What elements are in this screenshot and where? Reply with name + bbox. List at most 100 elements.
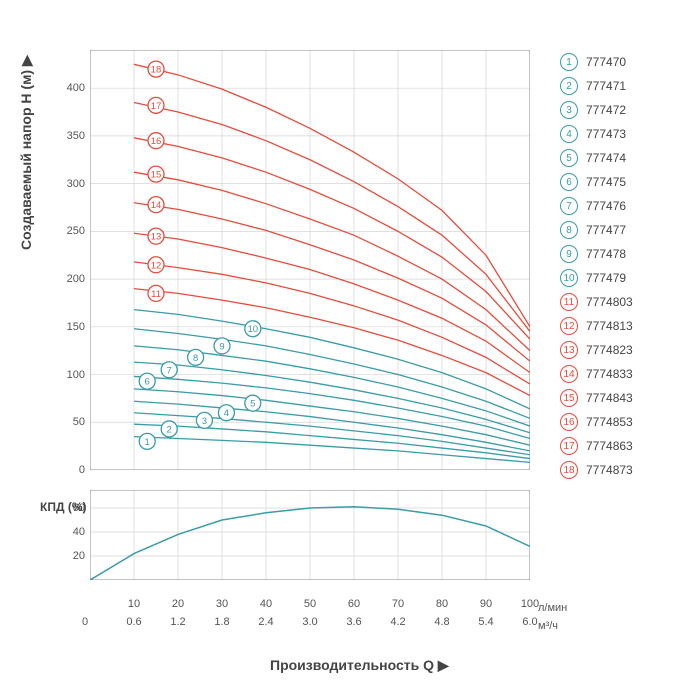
legend-badge-icon: 9 [560,245,578,263]
x-tick-bottom: 1.8 [210,616,234,628]
legend-label: 7774853 [586,415,633,429]
legend-badge-icon: 11 [560,293,578,311]
x-tick-bottom: 3.6 [342,616,366,628]
y-tick: 200 [60,273,85,285]
svg-text:15: 15 [151,170,162,181]
x-tick-bottom: 4.2 [386,616,410,628]
y-tick: 0 [60,464,85,476]
legend-badge-icon: 13 [560,341,578,359]
svg-text:8: 8 [193,353,198,364]
legend-label: 777471 [586,79,626,93]
legend: 1777470 2 777471 3 777472 4 777473 5 777474 6 7774… [560,50,690,482]
y-axis-label: Создаваемый напор Н (м) ▶ [18,55,35,250]
legend-badge-icon: 4 [560,125,578,143]
x-tick-top: 30 [212,598,232,610]
legend-label: 7774863 [586,439,633,453]
legend-label: 777470 [586,55,626,69]
svg-text:3: 3 [202,416,207,427]
legend-label: 777478 [586,247,626,261]
legend-badge-icon: 15 [560,389,578,407]
x-tick-top: 100 [520,598,540,610]
eff-y-tick: 60 [60,502,85,514]
svg-text:6: 6 [145,377,150,388]
legend-badge-icon: 18 [560,461,578,479]
legend-item: 11 7774803 [560,290,690,314]
svg-text:2: 2 [167,424,172,435]
legend-badge-icon: 17 [560,437,578,455]
x-tick-top: 10 [124,598,144,610]
svg-text:9: 9 [219,341,224,352]
legend-label: 7774873 [586,463,633,477]
legend-label: 7774803 [586,295,633,309]
legend-item: 3 777472 [560,98,690,122]
x-tick-top: 20 [168,598,188,610]
y-tick: 350 [60,130,85,142]
chart-container: Создаваемый напор Н (м) ▶ Производительн… [0,0,700,700]
svg-text:18: 18 [151,65,162,76]
legend-item: 7777476 [560,194,690,218]
svg-text:7: 7 [167,365,172,376]
y-tick: 100 [60,369,85,381]
legend-item: 17 7774863 [560,434,690,458]
legend-label: 777474 [586,151,626,165]
legend-item: 15 7774843 [560,386,690,410]
legend-label: 7774823 [586,343,633,357]
svg-text:4: 4 [224,408,229,419]
svg-text:14: 14 [151,200,162,211]
legend-badge-icon: 8 [560,221,578,239]
x-tick-top: 80 [432,598,452,610]
legend-label: 777479 [586,271,626,285]
y-tick: 400 [60,82,85,94]
legend-badge-icon: 16 [560,413,578,431]
svg-text:10: 10 [248,324,259,335]
x-tick-top: 60 [344,598,364,610]
eff-y-tick: 40 [60,526,85,538]
legend-item: 147774833 [560,362,690,386]
y-tick: 300 [60,178,85,190]
x-axis-label: Производительность Q ▶ [270,657,449,674]
x-tick-top: 90 [476,598,496,610]
x-tick-top: 70 [388,598,408,610]
legend-badge-icon: 3 [560,101,578,119]
svg-text:1: 1 [145,437,150,448]
unit-top: л/мин [538,602,567,614]
legend-item: 8777477 [560,218,690,242]
legend-item: 5 777474 [560,146,690,170]
legend-item: 10 777479 [560,266,690,290]
legend-badge-icon: 5 [560,149,578,167]
legend-badge-icon: 12 [560,317,578,335]
svg-text:12: 12 [151,260,162,271]
legend-item: 18 7774873 [560,458,690,482]
svg-text:17: 17 [151,101,162,112]
y-tick: 150 [60,321,85,333]
main-chart: 123456789101112131415161718 [90,50,530,470]
eff-y-tick: 20 [60,550,85,562]
svg-text:16: 16 [151,136,162,147]
legend-item: 4 777473 [560,122,690,146]
main-chart-svg: 123456789101112131415161718 [90,50,530,470]
efficiency-chart [90,490,530,580]
legend-item: 9 777478 [560,242,690,266]
legend-badge-icon: 6 [560,173,578,191]
legend-badge-icon: 10 [560,269,578,287]
legend-item: 1777470 [560,50,690,74]
legend-label: 777472 [586,103,626,117]
legend-badge-icon: 14 [560,365,578,383]
x-tick-bottom: 1.2 [166,616,190,628]
y-tick: 250 [60,225,85,237]
y-tick: 50 [60,416,85,428]
efficiency-chart-svg [90,490,530,580]
x-tick-bottom: 2.4 [254,616,278,628]
x-tick-zero: 0 [82,616,88,628]
legend-label: 7774813 [586,319,633,333]
svg-text:5: 5 [250,399,255,410]
x-tick-bottom: 0.6 [122,616,146,628]
legend-item: 13 7774823 [560,338,690,362]
unit-bottom: м³/ч [538,620,558,632]
legend-badge-icon: 2 [560,77,578,95]
x-tick-bottom: 3.0 [298,616,322,628]
legend-label: 777476 [586,199,626,213]
legend-label: 7774843 [586,391,633,405]
legend-label: 777473 [586,127,626,141]
x-tick-bottom: 4.8 [430,616,454,628]
